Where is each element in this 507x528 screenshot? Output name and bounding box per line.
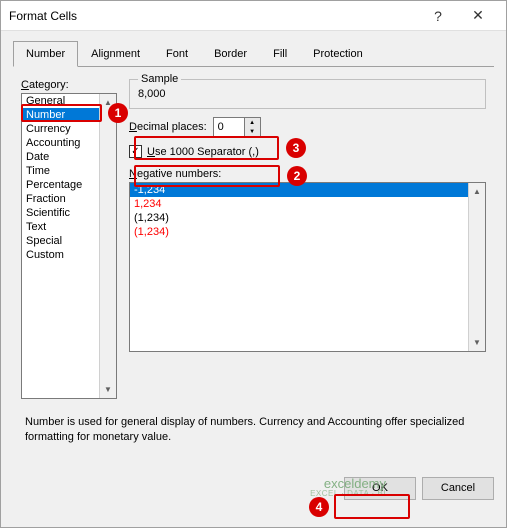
cancel-button[interactable]: Cancel — [422, 477, 494, 500]
negative-item-3[interactable]: (1,234) — [130, 225, 485, 239]
tab-fill[interactable]: Fill — [260, 41, 300, 66]
tab-protection[interactable]: Protection — [300, 41, 376, 66]
category-label: Category: — [21, 79, 117, 91]
decimal-row: Decimal places: ▲ ▼ — [129, 117, 486, 137]
description-text: Number is used for general display of nu… — [25, 415, 482, 445]
spinner-down-icon[interactable]: ▼ — [245, 127, 260, 136]
negative-label: Negative numbers: — [129, 168, 486, 180]
negative-scrollbar[interactable]: ▲ ▼ — [468, 183, 485, 351]
category-scrollbar[interactable]: ▲ ▼ — [99, 94, 116, 398]
dialog-title: Format Cells — [9, 9, 418, 23]
main-column: Sample 8,000 Decimal places: ▲ ▼ — [129, 79, 486, 399]
scroll-up-icon[interactable]: ▲ — [100, 94, 116, 111]
help-button[interactable]: ? — [418, 8, 458, 24]
negative-item-0[interactable]: -1,234 — [130, 183, 485, 197]
separator-checkbox[interactable]: ✓ — [129, 145, 142, 158]
titlebar: Format Cells ? ✕ — [1, 1, 506, 31]
tab-number[interactable]: Number — [13, 41, 78, 67]
tab-body: Category: General Number Currency Accoun… — [13, 67, 494, 461]
spinner-up-icon[interactable]: ▲ — [245, 118, 260, 127]
tab-font[interactable]: Font — [153, 41, 201, 66]
sample-box: Sample 8,000 — [129, 79, 486, 109]
format-cells-dialog: Format Cells ? ✕ Number Alignment Font B… — [0, 0, 507, 528]
tab-strip: Number Alignment Font Border Fill Protec… — [13, 41, 494, 67]
negative-item-2[interactable]: (1,234) — [130, 211, 485, 225]
scroll-up-icon[interactable]: ▲ — [469, 183, 485, 200]
dialog-content: Number Alignment Font Border Fill Protec… — [1, 31, 506, 469]
scroll-down-icon[interactable]: ▼ — [100, 381, 116, 398]
watermark: exceldemy EXCEL · DATA · BI — [310, 477, 386, 498]
decimal-places-label: Decimal places: — [129, 121, 207, 133]
decimal-places-input[interactable] — [214, 118, 244, 136]
tab-alignment[interactable]: Alignment — [78, 41, 153, 66]
category-column: Category: General Number Currency Accoun… — [21, 79, 117, 399]
separator-label: Use 1000 Separator (,) — [147, 146, 259, 158]
dialog-footer: OK Cancel — [1, 469, 506, 508]
watermark-sub: EXCEL · DATA · BI — [310, 490, 386, 498]
decimal-places-spinner[interactable]: ▲ ▼ — [213, 117, 261, 137]
negative-item-1[interactable]: 1,234 — [130, 197, 485, 211]
sample-label: Sample — [138, 73, 181, 85]
negative-listbox[interactable]: -1,234 1,234 (1,234) (1,234) ▲ ▼ — [129, 182, 486, 352]
sample-value: 8,000 — [138, 88, 477, 100]
close-button[interactable]: ✕ — [458, 7, 498, 24]
tab-border[interactable]: Border — [201, 41, 260, 66]
scroll-down-icon[interactable]: ▼ — [469, 334, 485, 351]
category-listbox[interactable]: General Number Currency Accounting Date … — [21, 93, 117, 399]
separator-row[interactable]: ✓ Use 1000 Separator (,) — [129, 145, 486, 158]
